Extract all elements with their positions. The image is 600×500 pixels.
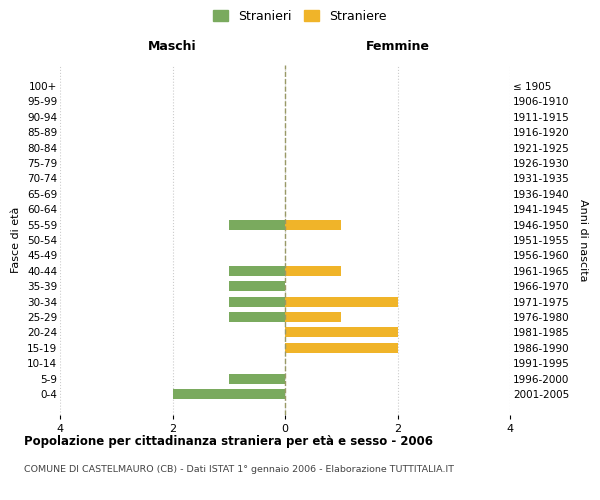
Bar — [285, 343, 398, 353]
Text: COMUNE DI CASTELMAURO (CB) - Dati ISTAT 1° gennaio 2006 - Elaborazione TUTTITALI: COMUNE DI CASTELMAURO (CB) - Dati ISTAT … — [24, 465, 454, 474]
Bar — [229, 281, 285, 291]
Bar — [173, 389, 285, 399]
Y-axis label: Anni di nascita: Anni di nascita — [578, 198, 588, 281]
Text: Femmine: Femmine — [365, 40, 430, 52]
Bar — [285, 328, 398, 338]
Text: Maschi: Maschi — [148, 40, 197, 52]
Bar — [229, 312, 285, 322]
Bar — [229, 220, 285, 230]
Bar — [229, 296, 285, 306]
Legend: Stranieri, Straniere: Stranieri, Straniere — [209, 6, 391, 26]
Y-axis label: Fasce di età: Fasce di età — [11, 207, 22, 273]
Bar — [229, 266, 285, 276]
Text: Popolazione per cittadinanza straniera per età e sesso - 2006: Popolazione per cittadinanza straniera p… — [24, 435, 433, 448]
Bar — [229, 374, 285, 384]
Bar — [285, 266, 341, 276]
Bar — [285, 312, 341, 322]
Bar — [285, 220, 341, 230]
Bar — [285, 296, 398, 306]
